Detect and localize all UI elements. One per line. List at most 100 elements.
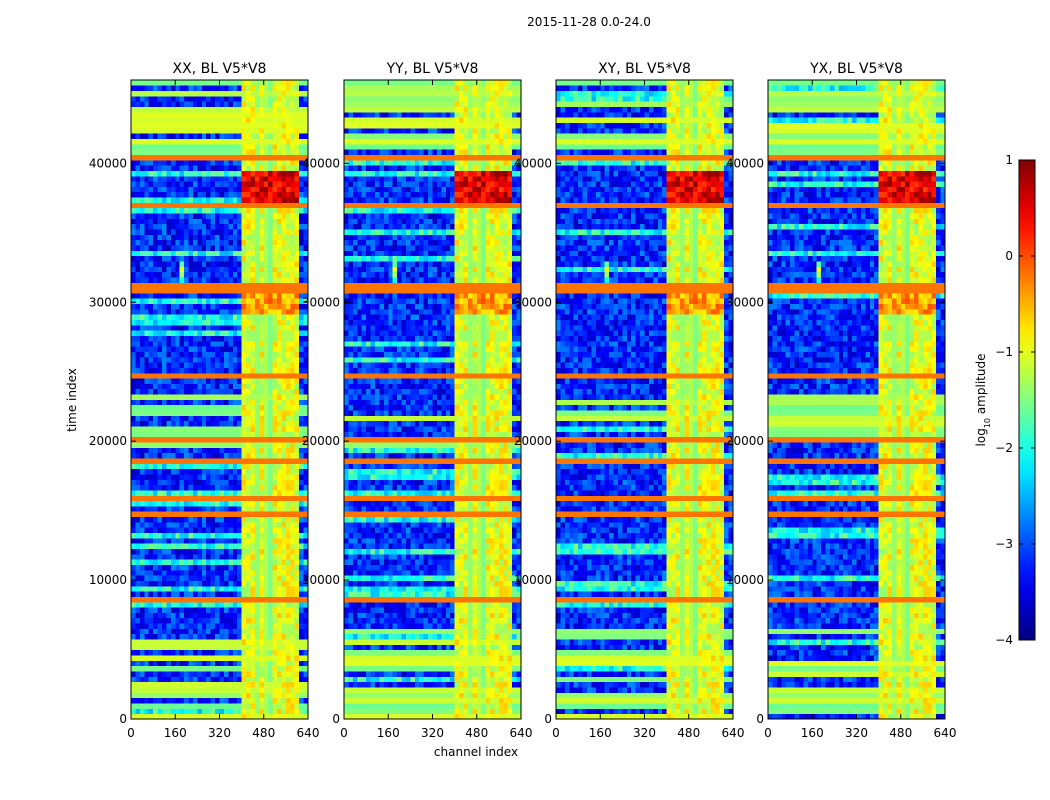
heatmap-cell: [135, 601, 141, 608]
heatmap-cell: [166, 633, 172, 640]
heatmap-cell: [179, 527, 185, 534]
heatmap-cell: [131, 346, 136, 352]
heatmap-cell: [210, 596, 216, 603]
heatmap-cell: [175, 394, 181, 400]
heatmap-cell: [281, 601, 287, 608]
heatmap-cell: [344, 165, 349, 171]
heatmap-cell: [201, 532, 207, 539]
heatmap-cell: [277, 601, 282, 608]
heatmap-cell: [254, 191, 260, 198]
heatmap-cell: [139, 649, 145, 656]
heatmap-cell: [348, 537, 354, 544]
heatmap-cell: [294, 351, 300, 358]
heatmap-cell: [237, 516, 243, 523]
heatmap-cell: [303, 346, 309, 352]
heatmap-cell: [210, 575, 216, 581]
heatmap-cell: [131, 335, 136, 342]
heatmap-cell: [272, 340, 278, 347]
heatmap-cell: [131, 330, 136, 336]
heatmap-cell: [197, 511, 203, 518]
heatmap-cell: [250, 298, 256, 305]
heatmap-cell: [241, 426, 247, 432]
heatmap-cell: [197, 330, 203, 336]
heatmap-cell: [299, 356, 304, 363]
heatmap-cell: [135, 388, 141, 395]
heatmap-cell: [246, 266, 251, 273]
heatmap-cell: [272, 644, 278, 651]
heatmap-cell: [299, 665, 304, 672]
heatmap-cell: [210, 580, 216, 587]
heatmap-cell: [139, 553, 145, 560]
heatmap-cell: [131, 708, 136, 715]
heatmap-cell: [250, 202, 256, 209]
heatmap-cell: [228, 101, 234, 108]
heatmap-cell: [237, 713, 243, 720]
heatmap-cell: [228, 713, 234, 720]
heatmap-cell: [135, 117, 141, 123]
heatmap-cell: [192, 644, 198, 651]
heatmap-cell: [206, 479, 212, 486]
heatmap-cell: [219, 101, 225, 108]
heatmap-cell: [179, 591, 185, 597]
heatmap-cell: [272, 665, 278, 672]
heatmap-cell: [232, 85, 238, 92]
heatmap-cell: [281, 165, 287, 171]
heatmap-cell: [228, 532, 234, 539]
heatmap-cell: [290, 138, 296, 145]
heatmap-cell: [135, 548, 141, 555]
heatmap-cell: [144, 426, 150, 432]
heatmap-cell: [223, 436, 229, 443]
heatmap-cell: [139, 660, 145, 667]
heatmap-cell: [201, 468, 207, 475]
y-tick-label: 40000: [89, 156, 127, 170]
heatmap-cell: [175, 500, 181, 507]
heatmap-cell: [237, 122, 243, 129]
heatmap-cell: [153, 569, 158, 576]
heatmap-cell: [303, 681, 309, 688]
heatmap-cell: [250, 319, 256, 326]
heatmap-cell: [268, 404, 274, 411]
heatmap-cell: [153, 516, 158, 523]
heatmap-cell: [210, 649, 216, 656]
heatmap-cell: [277, 468, 282, 475]
heatmap-cell: [241, 639, 247, 645]
heatmap-cell: [139, 644, 145, 651]
heatmap-cell: [290, 303, 296, 310]
heatmap-cell: [201, 356, 207, 363]
heatmap-cell: [131, 122, 136, 129]
heatmap-cell: [192, 122, 198, 129]
heatmap-cell: [232, 671, 238, 677]
y-tick-label: 20000: [89, 434, 127, 448]
heatmap-cell: [139, 713, 145, 720]
heatmap-cell: [263, 628, 269, 635]
heatmap-cell: [215, 426, 220, 432]
heatmap-cell: [201, 655, 207, 661]
heatmap-cell: [197, 95, 203, 102]
heatmap-cell: [215, 383, 220, 390]
heatmap-cell: [201, 399, 207, 406]
heatmap-cell: [277, 207, 282, 214]
heatmap-cell: [281, 415, 287, 422]
heatmap-cell: [170, 80, 176, 86]
heatmap-cell: [241, 692, 247, 699]
heatmap-cell: [272, 362, 278, 368]
heatmap-cell: [201, 85, 207, 92]
heatmap-cell: [215, 394, 220, 400]
heatmap-cell: [290, 564, 296, 571]
heatmap-cell: [250, 250, 256, 257]
heatmap-cell: [228, 261, 234, 267]
heatmap-cell: [241, 644, 247, 651]
heatmap-cell: [228, 516, 234, 523]
heatmap-cell: [131, 106, 136, 113]
heatmap-cell: [228, 308, 234, 315]
heatmap-cell: [179, 543, 185, 549]
heatmap-cell: [197, 543, 203, 549]
heatmap-cell: [215, 293, 220, 299]
heatmap-cell: [303, 623, 309, 629]
heatmap-cell: [268, 117, 274, 123]
heatmap-cell: [294, 681, 300, 688]
heatmap-cell: [144, 133, 150, 139]
heatmap-cell: [153, 122, 158, 129]
heatmap-cell: [281, 282, 287, 289]
heatmap-cell: [254, 559, 260, 565]
